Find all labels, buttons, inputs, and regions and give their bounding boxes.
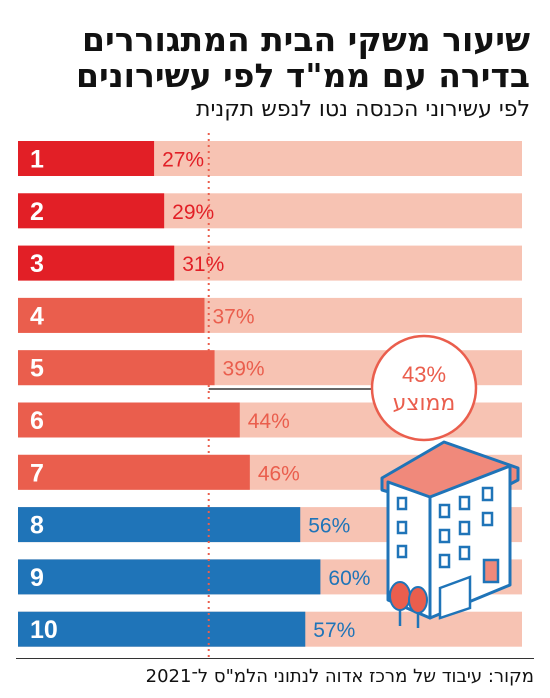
tree-icon: [389, 581, 411, 626]
category-label: 8: [30, 512, 44, 540]
value-label: 29%: [172, 201, 214, 224]
source-note: מקור: עיבוד של מרכז אדוה לנתוני הלמ"ס ל־…: [145, 666, 534, 687]
category-label: 5: [30, 355, 44, 383]
bars: 1 27% 2 29% 3 31% 4 37% 5 39% 6 44% 7 46% 8 56% 9 60% 10 57…: [18, 141, 370, 647]
category-label: 9: [30, 564, 44, 592]
bar-chart: 1 27% 2 29% 3 31% 4 37% 5 39% 6 44% 7 46% 8 56% 9 60% 10 57…: [18, 133, 522, 660]
value-label: 46%: [258, 462, 300, 485]
value-label: 56%: [308, 515, 350, 538]
category-label: 10: [30, 616, 58, 644]
source-divider: [16, 658, 534, 659]
bar-5: [18, 350, 215, 386]
value-label: 60%: [328, 567, 370, 590]
chart-title-line-1: שיעור משקי הבית המתגוררים: [82, 20, 530, 59]
chart-subtitle: לפי עשירוני הכנסה נטו לנפש תקנית: [196, 97, 530, 122]
category-label: 1: [30, 146, 44, 174]
value-label: 39%: [223, 358, 265, 381]
bar-3: [18, 245, 175, 281]
category-label: 3: [30, 250, 44, 278]
category-label: 6: [30, 407, 44, 435]
category-label: 2: [30, 198, 44, 226]
category-label: 4: [30, 302, 44, 330]
bar-7: [18, 454, 250, 490]
building-icon: [380, 440, 520, 620]
value-label: 27%: [162, 149, 204, 172]
category-label: 7: [30, 459, 44, 487]
average-label: ממוצע: [393, 391, 456, 416]
bar-9: [18, 559, 321, 595]
bar-6: [18, 402, 240, 438]
value-label: 44%: [248, 410, 290, 433]
average-bubble: [370, 334, 478, 442]
value-label: 31%: [182, 253, 224, 276]
value-label: 57%: [313, 619, 355, 642]
bar-2: [18, 193, 165, 229]
value-label: 37%: [212, 305, 254, 328]
average-marker: 43% ממוצע: [207, 133, 478, 660]
bar-4: [18, 297, 205, 333]
average-value: 43%: [402, 362, 446, 387]
bar-8: [18, 507, 301, 543]
chart-title-line-2: בדירה עם ממ"ד לפי עשירונים: [76, 56, 530, 95]
tree-icon: [408, 586, 428, 628]
bar-10: [18, 611, 306, 647]
bar-1: [18, 141, 155, 176]
